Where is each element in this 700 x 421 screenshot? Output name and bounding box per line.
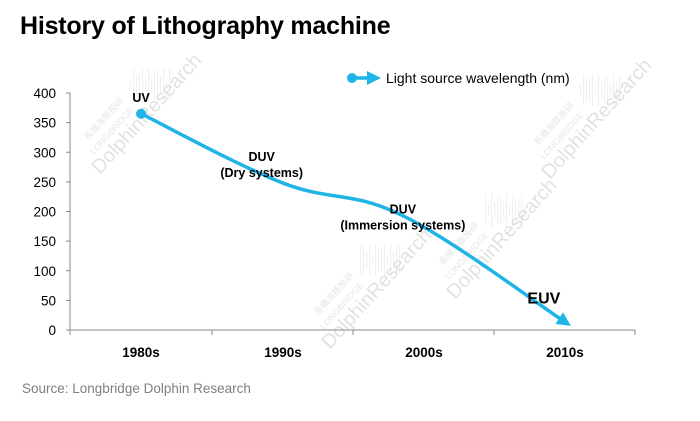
- annotation-label: DUV: [390, 202, 417, 216]
- chart-title: History of Lithography machine: [20, 12, 391, 40]
- annotation: DUV (Immersion systems): [340, 202, 465, 232]
- annotation-layer: UV DUV (Dry systems) DUV (Immersion systems)…: [132, 91, 560, 307]
- y-axis-ticks: 0 50 100 150 200 250 300 350 400: [33, 86, 70, 338]
- x-tick-label: 1990s: [264, 345, 302, 360]
- y-tick-label: 200: [33, 205, 56, 220]
- data-point-start: [136, 108, 146, 119]
- y-tick-label: 150: [33, 234, 56, 249]
- series-layer: [136, 108, 571, 326]
- legend-label: Light source wavelength (nm): [386, 70, 570, 86]
- annotation-label: EUV: [527, 290, 560, 307]
- annotation-label: (Dry systems): [220, 166, 303, 180]
- y-tick-label: 300: [33, 145, 56, 160]
- y-tick-label: 350: [33, 116, 56, 131]
- watermark-wave: [580, 73, 621, 107]
- annotation-label: (Immersion systems): [340, 218, 465, 232]
- annotation-label: DUV: [248, 150, 275, 164]
- x-axis-ticks: 1980s 1990s 2000s 2010s: [69, 330, 636, 360]
- y-tick-label: 0: [48, 323, 56, 338]
- y-tick-label: 250: [33, 175, 56, 190]
- x-tick-label: 1980s: [122, 345, 160, 360]
- source-note: Source: Longbridge Dolphin Research: [22, 381, 251, 396]
- annotation: EUV: [527, 290, 560, 307]
- watermark-wave: [485, 193, 526, 227]
- watermark-wave: [360, 243, 401, 277]
- series-line: [139, 111, 571, 326]
- y-tick-label: 100: [33, 264, 56, 279]
- y-tick-label: 400: [33, 86, 56, 101]
- x-tick-label: 2010s: [546, 345, 584, 360]
- legend-marker: [347, 73, 357, 83]
- watermark-wave: [130, 68, 171, 102]
- legend: Light source wavelength (nm): [347, 70, 570, 86]
- annotation: UV: [132, 91, 150, 105]
- annotation: DUV (Dry systems): [220, 150, 303, 180]
- x-tick-label: 2000s: [405, 345, 443, 360]
- y-tick-label: 50: [41, 293, 56, 308]
- annotation-label: UV: [132, 91, 150, 105]
